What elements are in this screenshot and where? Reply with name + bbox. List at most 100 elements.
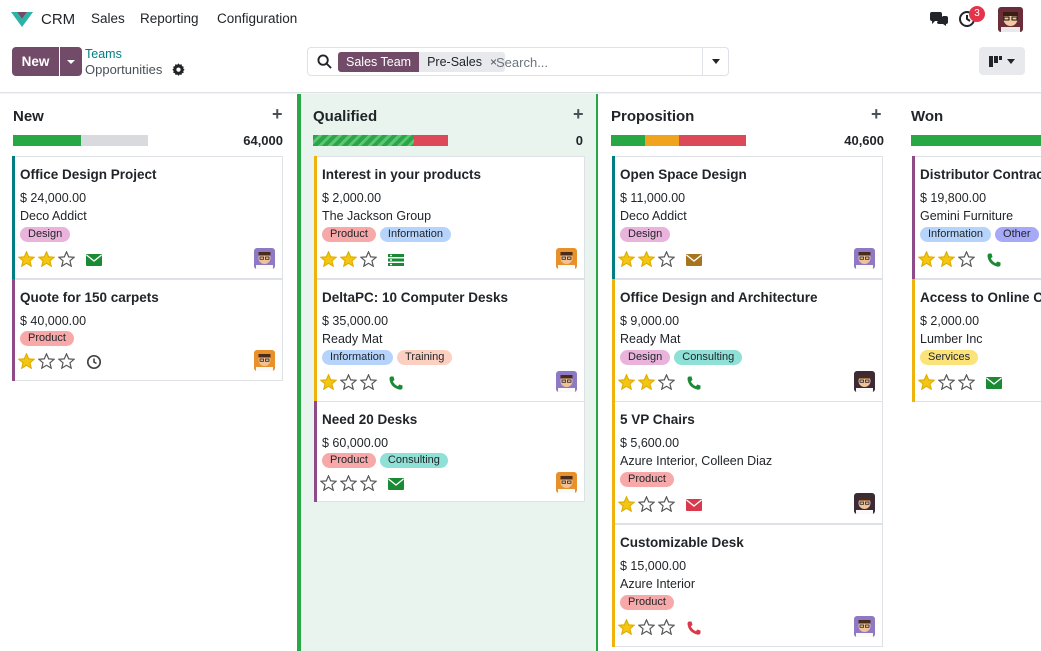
star-filled-icon[interactable]	[320, 251, 337, 267]
priority-stars[interactable]	[618, 496, 675, 512]
progress-segment-green[interactable]	[911, 135, 1041, 146]
card-title[interactable]: 5 VP Chairs	[620, 412, 695, 427]
star-empty-icon[interactable]	[340, 374, 357, 390]
star-filled-icon[interactable]	[18, 353, 35, 369]
opportunity-card[interactable]: Need 20 Desks $ 60,000.00 Product Consultin…	[314, 401, 585, 502]
opportunity-card[interactable]: Office Design and Architecture $ 9,000.00…	[612, 279, 883, 402]
opportunity-card[interactable]: Open Space Design $ 11,000.00 Deco Addict D…	[612, 156, 883, 279]
opportunity-card[interactable]: DeltaPC: 10 Computer Desks $ 35,000.00 Rea…	[314, 279, 585, 402]
progress-segment-orange[interactable]	[644, 135, 679, 146]
star-filled-icon[interactable]	[18, 251, 35, 267]
priority-stars[interactable]	[918, 251, 975, 267]
progress-segment-green[interactable]	[611, 135, 645, 146]
opportunity-card[interactable]: Access to Online Catalog $ 2,000.00 Lumber…	[912, 279, 1041, 402]
column-progress-bar[interactable]	[611, 135, 746, 146]
breadcrumb-teams[interactable]: Teams	[85, 47, 122, 61]
priority-stars[interactable]	[918, 374, 975, 390]
search-bar[interactable]: Sales Team Pre-Sales ×	[307, 47, 729, 76]
add-card-button[interactable]: +	[272, 104, 283, 124]
star-empty-icon[interactable]	[638, 619, 655, 635]
card-title[interactable]: Open Space Design	[620, 167, 747, 182]
salesperson-avatar[interactable]	[854, 616, 875, 637]
card-title[interactable]: Need 20 Desks	[322, 412, 418, 427]
opportunity-card[interactable]: Quote for 150 carpets $ 40,000.00 Product	[12, 279, 283, 381]
star-empty-icon[interactable]	[360, 374, 377, 390]
progress-segment-green[interactable]	[13, 135, 81, 146]
star-empty-icon[interactable]	[658, 251, 675, 267]
priority-stars[interactable]	[320, 374, 377, 390]
salesperson-avatar[interactable]	[854, 248, 875, 269]
salesperson-avatar[interactable]	[254, 350, 275, 371]
facet-remove-icon[interactable]: ×	[489, 55, 497, 69]
star-filled-icon[interactable]	[918, 251, 935, 267]
envelope-icon[interactable]	[685, 497, 703, 513]
star-empty-icon[interactable]	[958, 251, 975, 267]
column-progress-bar[interactable]	[13, 135, 148, 146]
star-empty-icon[interactable]	[320, 475, 337, 491]
card-title[interactable]: Access to Online Catalog	[920, 290, 1041, 305]
user-avatar[interactable]	[998, 7, 1023, 32]
star-filled-icon[interactable]	[38, 251, 55, 267]
new-dropdown-toggle[interactable]	[60, 47, 82, 76]
star-filled-icon[interactable]	[918, 374, 935, 390]
star-filled-icon[interactable]	[340, 251, 357, 267]
star-empty-icon[interactable]	[360, 475, 377, 491]
crm-logo-icon[interactable]	[10, 10, 34, 28]
salesperson-avatar[interactable]	[854, 371, 875, 392]
new-button[interactable]: New	[12, 47, 59, 76]
list-icon[interactable]	[387, 252, 405, 268]
phone-icon[interactable]	[685, 620, 703, 636]
envelope-icon[interactable]	[85, 252, 103, 268]
card-title[interactable]: Quote for 150 carpets	[20, 290, 159, 305]
phone-icon[interactable]	[985, 252, 1003, 268]
salesperson-avatar[interactable]	[854, 493, 875, 514]
star-empty-icon[interactable]	[58, 353, 75, 369]
star-empty-icon[interactable]	[958, 374, 975, 390]
progress-segment-grey[interactable]	[80, 135, 148, 146]
star-empty-icon[interactable]	[638, 496, 655, 512]
star-filled-icon[interactable]	[320, 374, 337, 390]
opportunity-card[interactable]: 5 VP Chairs $ 5,600.00 Azure Interior, Col…	[612, 401, 883, 524]
priority-stars[interactable]	[18, 353, 75, 369]
salesperson-avatar[interactable]	[556, 472, 577, 493]
view-switcher-button[interactable]	[979, 47, 1025, 75]
star-empty-icon[interactable]	[658, 619, 675, 635]
card-title[interactable]: Office Design and Architecture	[620, 290, 818, 305]
star-empty-icon[interactable]	[658, 496, 675, 512]
star-filled-icon[interactable]	[638, 374, 655, 390]
star-empty-icon[interactable]	[360, 251, 377, 267]
star-filled-icon[interactable]	[618, 251, 635, 267]
star-filled-icon[interactable]	[618, 496, 635, 512]
search-input[interactable]	[496, 52, 696, 72]
column-progress-bar[interactable]	[911, 135, 1041, 146]
priority-stars[interactable]	[320, 251, 377, 267]
card-title[interactable]: DeltaPC: 10 Computer Desks	[322, 290, 509, 305]
salesperson-avatar[interactable]	[254, 248, 275, 269]
priority-stars[interactable]	[618, 251, 675, 267]
clock-icon[interactable]	[85, 354, 103, 370]
menu-reporting[interactable]: Reporting	[140, 11, 199, 26]
phone-icon[interactable]	[387, 375, 405, 391]
star-empty-icon[interactable]	[658, 374, 675, 390]
column-progress-bar[interactable]	[313, 135, 448, 146]
menu-sales[interactable]: Sales	[91, 11, 125, 26]
progress-segment-green-striped[interactable]	[313, 135, 415, 146]
salesperson-avatar[interactable]	[556, 248, 577, 269]
envelope-icon[interactable]	[387, 476, 405, 492]
priority-stars[interactable]	[320, 475, 377, 491]
star-filled-icon[interactable]	[638, 251, 655, 267]
priority-stars[interactable]	[618, 619, 675, 635]
card-title[interactable]: Interest in your products	[322, 167, 482, 182]
app-name[interactable]: CRM	[41, 11, 76, 28]
star-filled-icon[interactable]	[938, 251, 955, 267]
card-title[interactable]: Office Design Project	[20, 167, 157, 182]
star-empty-icon[interactable]	[38, 353, 55, 369]
star-empty-icon[interactable]	[938, 374, 955, 390]
progress-segment-red[interactable]	[414, 135, 448, 146]
opportunity-card[interactable]: Customizable Desk $ 15,000.00 Azure Interi…	[612, 524, 883, 647]
opportunity-card[interactable]: Distributor Contract $ 19,800.00 Gemini Fu…	[912, 156, 1041, 279]
add-card-button[interactable]: +	[573, 104, 584, 124]
chat-icon[interactable]	[929, 11, 949, 27]
opportunity-card[interactable]: Interest in your products $ 2,000.00 The J…	[314, 156, 585, 279]
priority-stars[interactable]	[18, 251, 75, 267]
